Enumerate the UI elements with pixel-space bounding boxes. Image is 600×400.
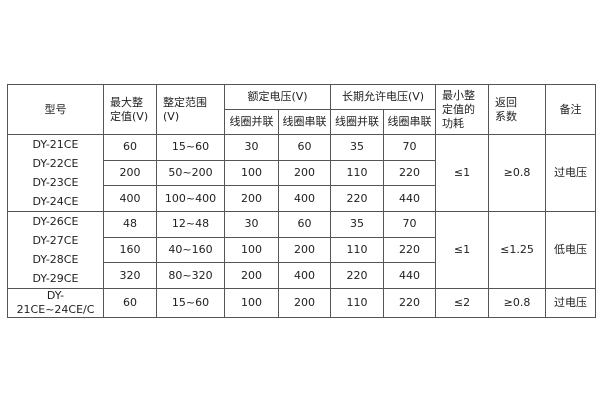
value-cell: 200: [224, 185, 279, 212]
model-name: DY-21CE: [32, 138, 79, 151]
table-row: DY-21CE~24CE/C 60 15~60 100 200 110 220 ≤2 ≥0.8 过…: [7, 288, 597, 318]
model-name: DY-21CE~24CE/C: [16, 289, 95, 316]
value-cell: 320: [103, 262, 157, 289]
value-cell: 40~160: [156, 236, 225, 264]
value-cell: 50~200: [156, 159, 225, 187]
value-cell: 80~320: [156, 262, 225, 289]
remark-cell: 过电压: [545, 134, 597, 212]
value-cell: 60: [277, 134, 332, 161]
value-cell: 200: [277, 236, 332, 264]
subheader-row: 线圈并联 线圈串联 线圈并联 线圈串联: [8, 109, 596, 135]
value-cell: 220: [330, 185, 385, 212]
model-cell: DY-21CE DY-22CE DY-23CE DY-24CE: [7, 134, 104, 212]
header-long-parallel: 线圈并联: [330, 109, 385, 135]
value-cell: 220: [330, 262, 385, 289]
value-cell: 200: [277, 159, 332, 187]
remark-cell: 过电压: [545, 288, 597, 318]
header-model: 型号: [7, 84, 104, 135]
table-row: 160 40~160 100 200 110 220: [8, 236, 596, 264]
value-cell: 48: [103, 211, 157, 238]
value-cell: 70: [383, 211, 437, 238]
value-cell: 440: [383, 262, 437, 289]
power-cell: ≤1: [435, 211, 490, 289]
value-cell: 100: [224, 159, 279, 187]
table-row: DY-26CE DY-27CE DY-28CE DY-29CE 48 12~48 30 60 3…: [7, 211, 597, 289]
header-range: 整定范围 (V): [156, 84, 225, 135]
header-long-term-voltage: 长期允许电压(V): [330, 84, 437, 110]
value-cell: 15~60: [156, 134, 225, 161]
model-name: DY-29CE: [32, 272, 79, 285]
remark-cell: 低电压: [545, 211, 597, 289]
value-cell: 35: [330, 211, 385, 238]
value-cell: 100: [224, 288, 279, 318]
return-coefficient-cell: ≥0.8: [488, 288, 547, 318]
header-return: 返回 系数: [488, 84, 547, 135]
table-row: 320 80~320 200 400 220 440: [8, 262, 596, 289]
value-cell: 110: [330, 288, 385, 318]
spec-table: 型号 最大整 定值(V) 整定范围 (V) 额定电压(V) 长期允许电压(V) 最小…: [7, 84, 597, 318]
value-cell: 100: [224, 236, 279, 264]
model-cell: DY-21CE~24CE/C: [7, 288, 104, 318]
header-max-setting: 最大整 定值(V): [103, 84, 157, 135]
header-rated-series: 线圈串联: [277, 109, 332, 135]
value-cell: 15~60: [156, 288, 225, 318]
value-cell: 12~48: [156, 211, 225, 238]
value-cell: 220: [383, 288, 437, 318]
model-name: DY-22CE: [32, 157, 79, 170]
model-cell: DY-26CE DY-27CE DY-28CE DY-29CE: [7, 211, 104, 289]
table-row: DY-21CE DY-22CE DY-23CE DY-24CE 60 15~60 30 60 3…: [7, 134, 597, 212]
return-coefficient-cell: ≤1.25: [488, 211, 547, 289]
value-cell: 30: [224, 211, 279, 238]
header-remark: 备注: [545, 84, 597, 135]
model-name: DY-27CE: [32, 234, 79, 247]
value-cell: 220: [383, 159, 437, 187]
value-cell: 220: [383, 236, 437, 264]
table-row: 400 100~400 200 400 220 440: [8, 185, 596, 212]
power-cell: ≤2: [435, 288, 490, 318]
header-long-series: 线圈串联: [383, 109, 437, 135]
model-name: DY-26CE: [32, 215, 79, 228]
value-cell: 400: [103, 185, 157, 212]
header-rated-voltage: 额定电压(V): [223, 84, 332, 110]
value-cell: 110: [330, 159, 385, 187]
header-power: 最小整 定值的 功耗: [435, 84, 490, 135]
value-cell: 60: [277, 211, 332, 238]
table-row: 200 50~200 100 200 110 220: [8, 159, 596, 187]
return-coefficient-cell: ≥0.8: [488, 134, 547, 212]
value-cell: 110: [330, 236, 385, 264]
value-cell: 30: [224, 134, 279, 161]
value-cell: 200: [277, 288, 332, 318]
model-name: DY-23CE: [32, 176, 79, 189]
value-cell: 100~400: [156, 185, 225, 212]
value-cell: 70: [383, 134, 437, 161]
value-cell: 160: [103, 236, 157, 264]
model-name: DY-28CE: [32, 253, 79, 266]
header-row: 型号 最大整 定值(V) 整定范围 (V) 额定电压(V) 长期允许电压(V) 最小…: [7, 84, 597, 135]
value-cell: 400: [277, 185, 332, 212]
value-cell: 60: [103, 134, 157, 161]
value-cell: 200: [103, 159, 157, 187]
value-cell: 60: [103, 288, 157, 318]
header-rated-parallel: 线圈并联: [224, 109, 279, 135]
value-cell: 200: [224, 262, 279, 289]
value-cell: 400: [277, 262, 332, 289]
value-cell: 35: [330, 134, 385, 161]
model-name: DY-24CE: [32, 195, 79, 208]
value-cell: 440: [383, 185, 437, 212]
power-cell: ≤1: [435, 134, 490, 212]
